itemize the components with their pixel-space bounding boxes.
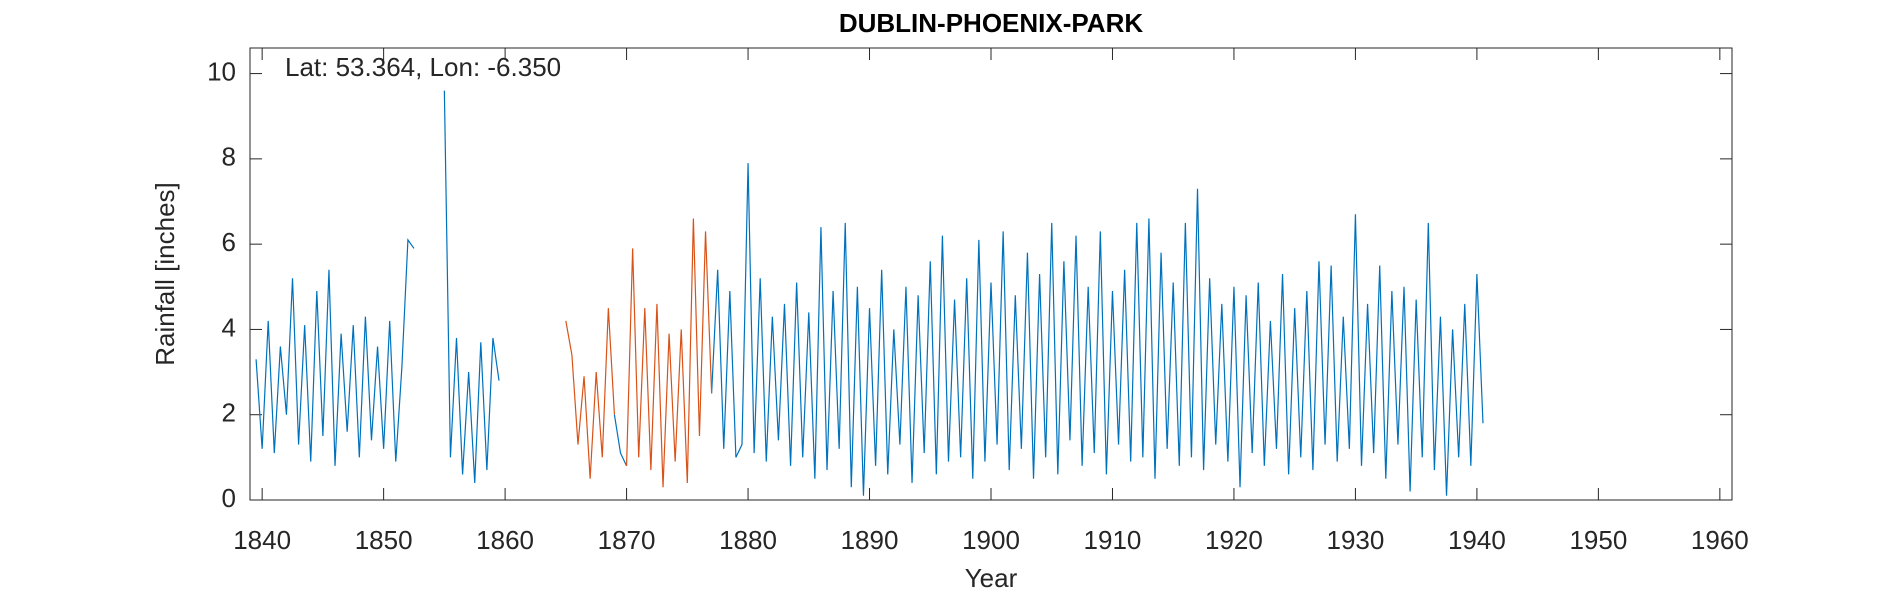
y-tick-label: 4 bbox=[222, 312, 236, 342]
x-tick-label: 1890 bbox=[841, 525, 899, 555]
y-axis-label: Rainfall [inches] bbox=[150, 182, 180, 366]
chart-title: DUBLIN-PHOENIX-PARK bbox=[839, 8, 1144, 38]
y-tick-label: 8 bbox=[222, 142, 236, 172]
y-tick-label: 2 bbox=[222, 398, 236, 428]
x-tick-label: 1840 bbox=[233, 525, 291, 555]
line-series bbox=[443, 90, 500, 483]
line-series bbox=[565, 308, 616, 479]
x-tick-label: 1900 bbox=[962, 525, 1020, 555]
line-series bbox=[711, 163, 1484, 496]
x-tick-label: 1960 bbox=[1691, 525, 1749, 555]
x-tick-label: 1870 bbox=[598, 525, 656, 555]
y-tick-label: 10 bbox=[207, 56, 236, 86]
x-tick-label: 1850 bbox=[355, 525, 413, 555]
x-tick-label: 1880 bbox=[719, 525, 777, 555]
x-axis-label: Year bbox=[965, 563, 1018, 591]
x-tick-label: 1860 bbox=[476, 525, 534, 555]
line-series bbox=[625, 218, 713, 488]
x-tick-label: 1930 bbox=[1327, 525, 1385, 555]
x-tick-label: 1910 bbox=[1084, 525, 1142, 555]
line-series bbox=[255, 238, 415, 466]
line-series bbox=[613, 414, 628, 467]
y-tick-label: 0 bbox=[222, 483, 236, 513]
annotation: Lat: 53.364, Lon: -6.350 bbox=[285, 52, 561, 82]
y-tick-label: 6 bbox=[222, 227, 236, 257]
x-tick-label: 1950 bbox=[1569, 525, 1627, 555]
x-tick-label: 1920 bbox=[1205, 525, 1263, 555]
x-tick-label: 1940 bbox=[1448, 525, 1506, 555]
